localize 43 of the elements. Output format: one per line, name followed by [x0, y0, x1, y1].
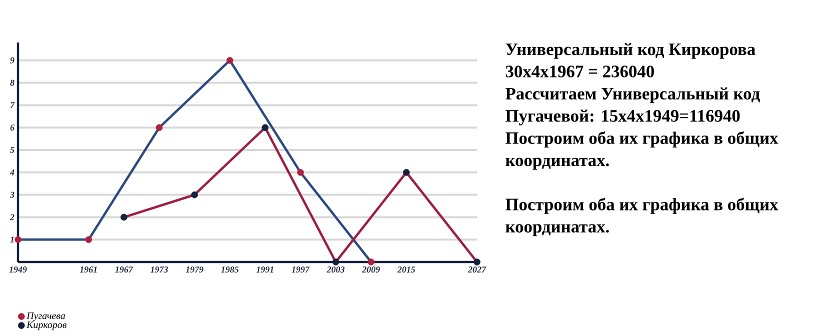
- point: [120, 214, 128, 221]
- y-tick-label: 7: [10, 102, 15, 108]
- y-tick-label: 1: [10, 236, 14, 243]
- point: [85, 236, 92, 243]
- x-tick-label: 1985: [221, 266, 239, 273]
- text: Построим оба их графика в общих: [506, 131, 778, 148]
- x-tick-label: 2009: [362, 266, 380, 273]
- point: [156, 124, 163, 131]
- text: координатах.: [506, 224, 609, 236]
- x-tick-label: 1967: [115, 266, 134, 273]
- y-tick-label: 3: [10, 192, 14, 198]
- point: [297, 169, 304, 176]
- point: [368, 258, 374, 266]
- point: [474, 258, 480, 266]
- x-tick-label: 1979: [186, 266, 204, 273]
- x-tick-label: 1997: [292, 266, 310, 273]
- legend-label: Пугачева: [26, 312, 65, 322]
- text: Универсальный код Киркорова: [506, 43, 756, 59]
- x-tick-label: 2027: [468, 266, 486, 273]
- point: [402, 169, 410, 176]
- text: 30x4x1967 = 236040: [506, 66, 654, 78]
- legend-label: Киркоров: [26, 321, 67, 330]
- text: Построим оба их графика в общих: [506, 198, 778, 214]
- x-tick-label: 2003: [326, 266, 345, 273]
- text: координатах.: [506, 158, 609, 170]
- x-tick-label: 2015: [397, 266, 416, 273]
- y-tick-label: 4: [10, 169, 14, 176]
- point: [226, 57, 234, 64]
- y-tick-label: 2: [10, 214, 14, 220]
- x-tick-label: 1973: [150, 266, 168, 273]
- y-tick-label: 5: [10, 147, 14, 153]
- point: [14, 236, 22, 243]
- x-tick-label: 1961: [80, 266, 97, 273]
- y-tick-label: 8: [10, 80, 14, 86]
- x-tick-label: 1991: [256, 266, 274, 273]
- y-tick-label: 6: [10, 124, 14, 131]
- point: [191, 191, 198, 198]
- y-tick-label: 9: [10, 57, 14, 64]
- text: Пугачевой: 15x4x1949=116940: [506, 110, 740, 126]
- point: [262, 124, 269, 131]
- text: Рассчитаем Универсальный код: [506, 87, 760, 104]
- x-tick-label: 1949: [9, 266, 27, 273]
- point: [332, 258, 340, 266]
